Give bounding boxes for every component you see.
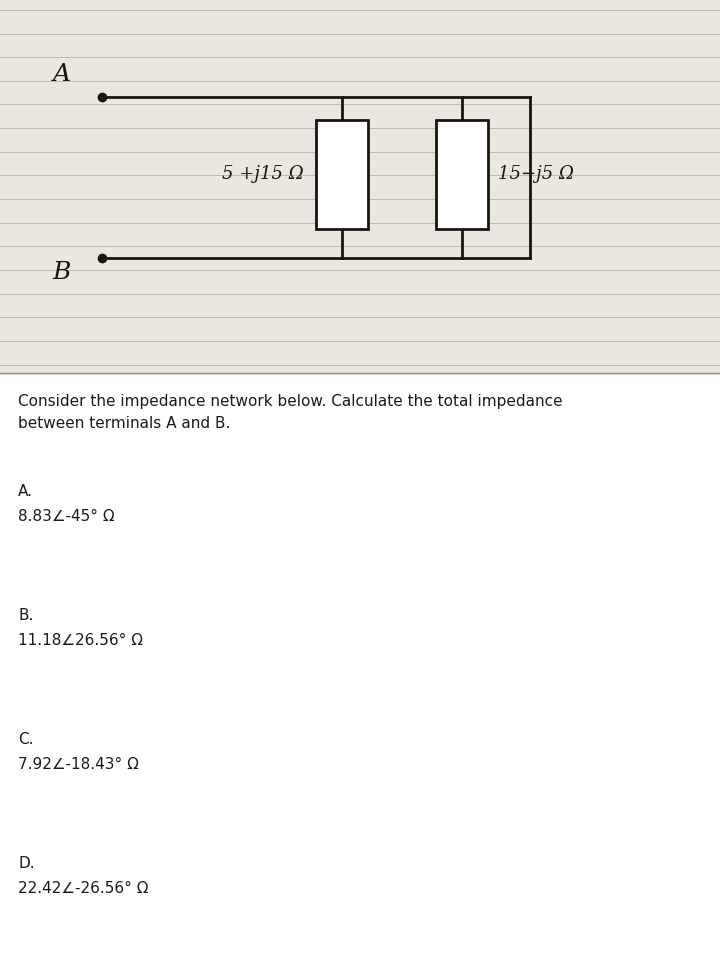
Text: 15−j5 Ω: 15−j5 Ω	[498, 165, 574, 184]
Text: Consider the impedance network below. Calculate the total impedance
between term: Consider the impedance network below. Ca…	[18, 394, 562, 431]
Text: B: B	[53, 261, 71, 283]
Text: B.: B.	[18, 608, 33, 623]
Text: C.: C.	[18, 732, 34, 747]
Text: A: A	[53, 63, 71, 87]
Bar	[316, 121, 368, 229]
Text: 11.18∠26.56° Ω: 11.18∠26.56° Ω	[18, 632, 143, 648]
Text: 7.92∠-18.43° Ω: 7.92∠-18.43° Ω	[18, 757, 139, 772]
Text: D.: D.	[18, 856, 35, 871]
Text: 5 +j15 Ω: 5 +j15 Ω	[222, 165, 304, 184]
Text: 8.83∠-45° Ω: 8.83∠-45° Ω	[18, 509, 114, 523]
Text: A.: A.	[18, 484, 33, 499]
Text: 22.42∠-26.56° Ω: 22.42∠-26.56° Ω	[18, 881, 148, 896]
Bar	[436, 121, 488, 229]
